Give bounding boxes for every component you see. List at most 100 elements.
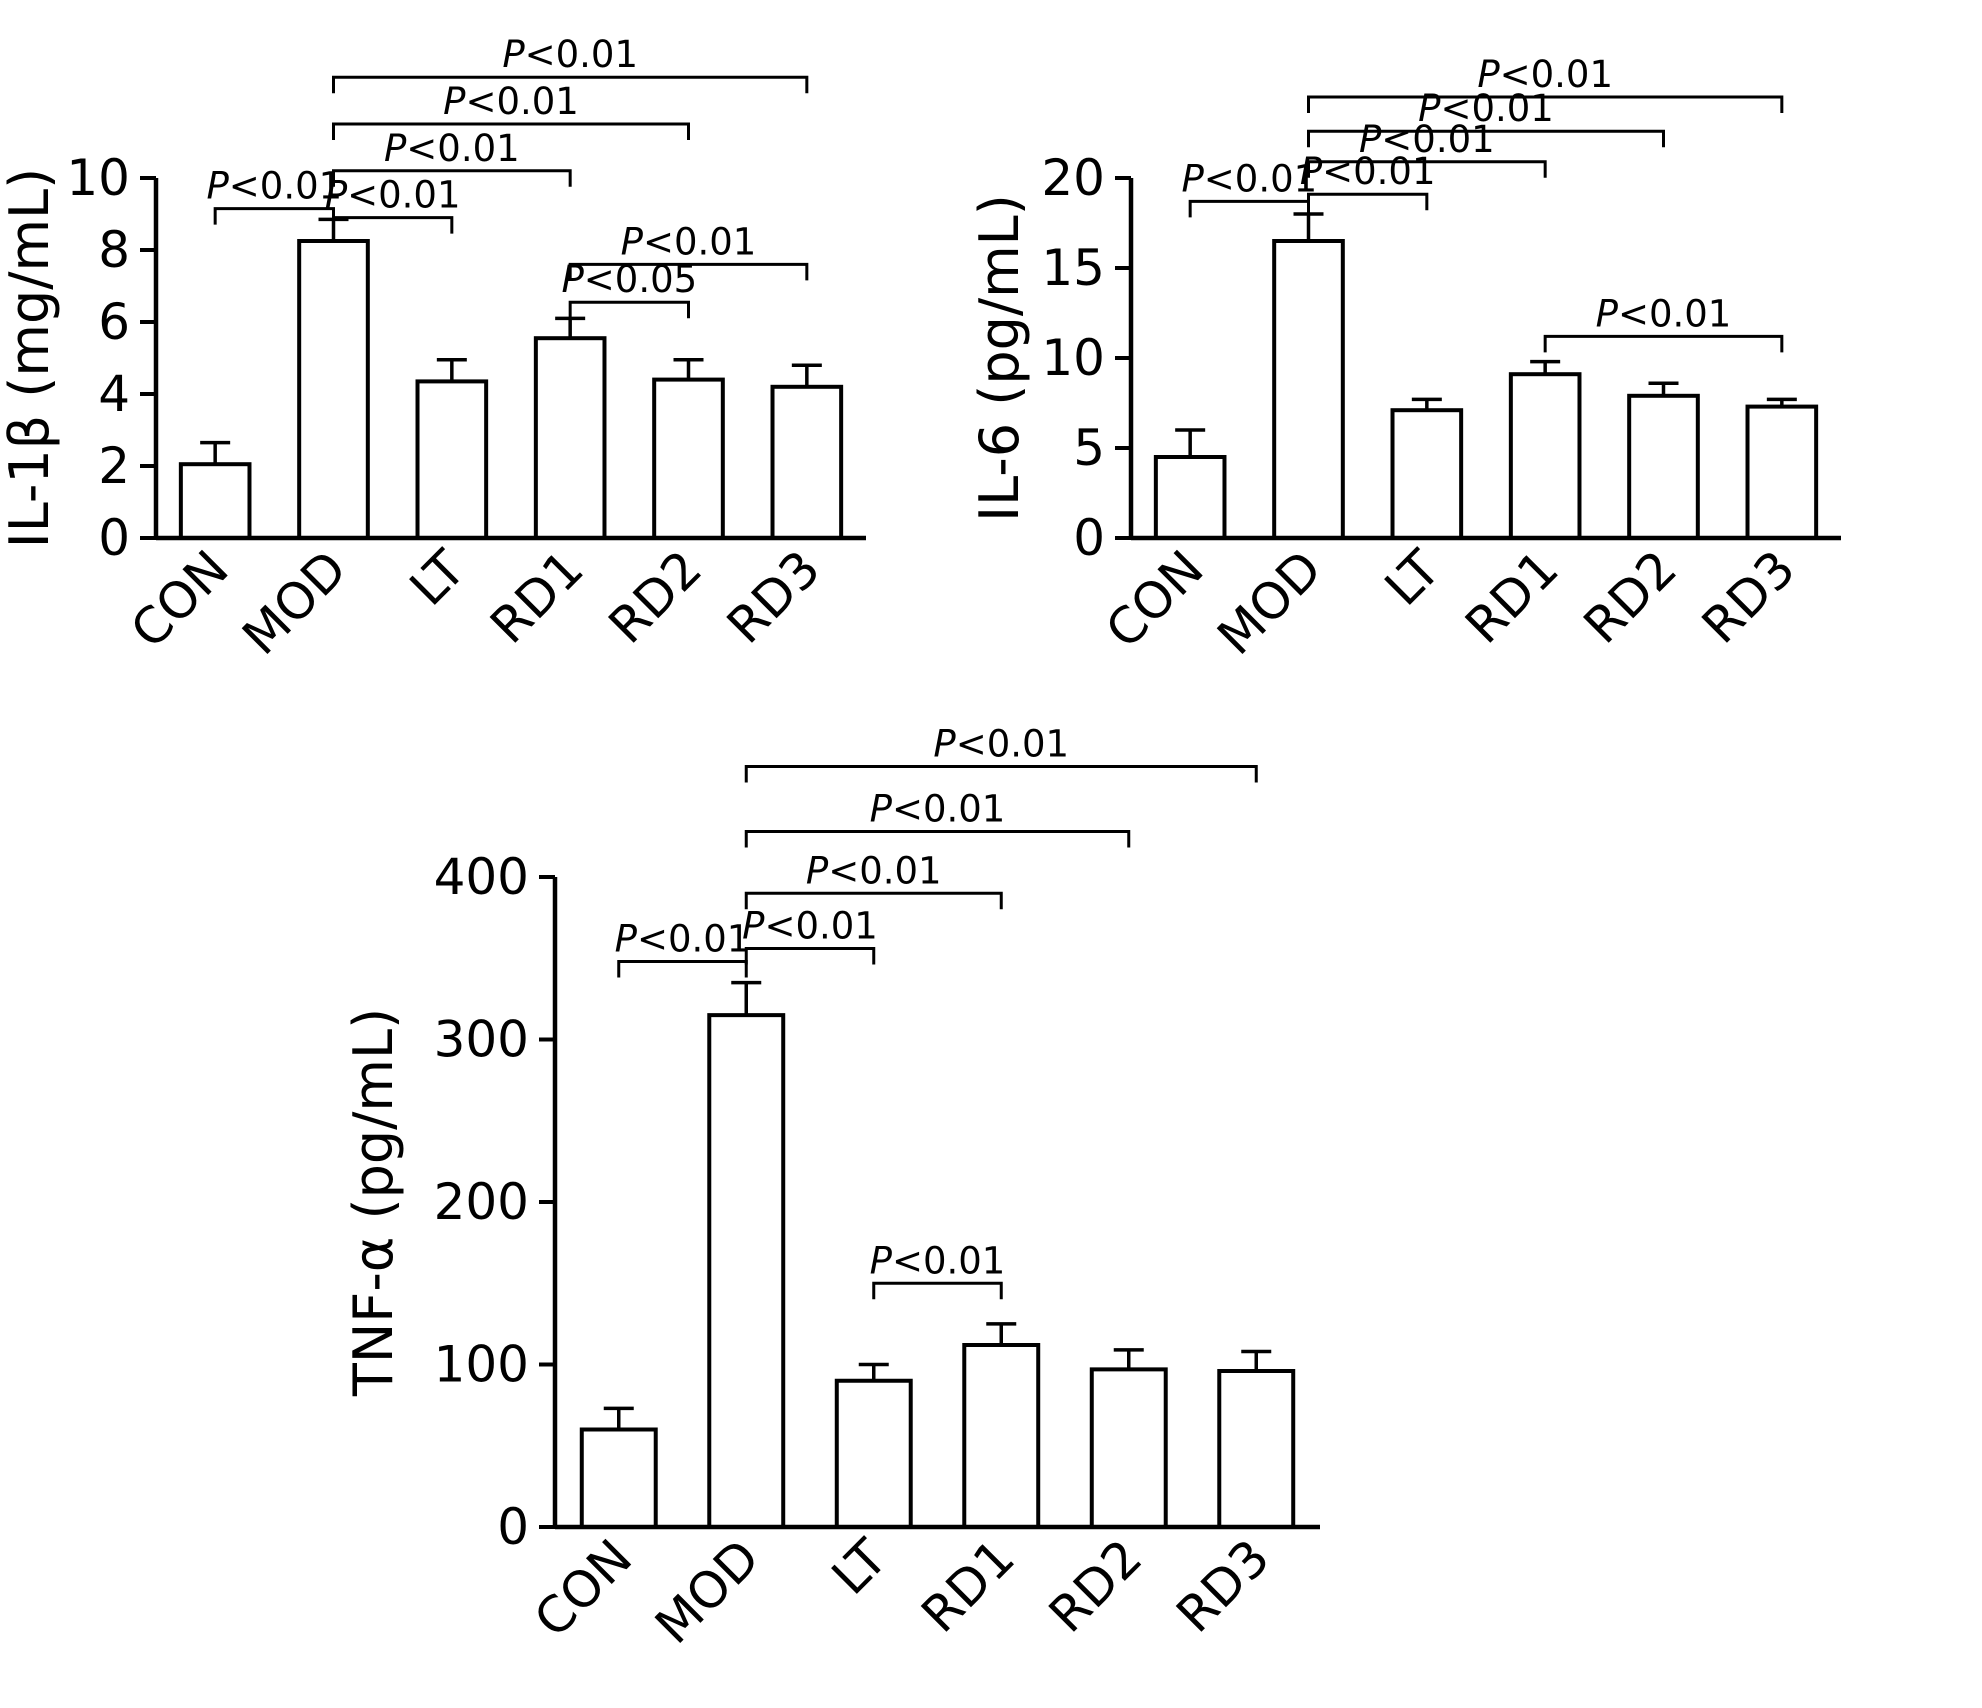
chart-il6-svg: P<0.01P<0.01P<0.01P<0.01P<0.01P<0.01CONM…	[968, 53, 1841, 666]
bar-RD3	[1745, 404, 1819, 540]
sig-bracket	[1307, 192, 1429, 211]
x-tick-label: LT	[1374, 539, 1452, 617]
sig-label: P<0.01	[206, 165, 342, 208]
x-tick-label: RD2	[598, 539, 713, 654]
y-tick-label: 20	[1041, 149, 1105, 207]
sig-bracket	[332, 75, 809, 94]
y-tick-label: 10	[1041, 329, 1105, 387]
bar-CON	[579, 1427, 658, 1529]
x-tick-label: MOD	[231, 539, 358, 666]
x-tick-label: CON	[120, 539, 240, 659]
y-tick-label: 300	[434, 1011, 529, 1069]
sig-bracket	[744, 891, 1003, 910]
sig-label: P<0.01	[870, 788, 1006, 831]
sig-label: P<0.01	[615, 918, 751, 961]
x-tick-label: RD1	[1454, 539, 1569, 654]
sig-bracket	[568, 262, 809, 281]
sig-label: P<0.01	[1418, 87, 1554, 130]
y-axis-label: IL-6 (pg/mL)	[968, 194, 1031, 522]
y-axis-label: TNF-α (pg/mL)	[342, 1008, 405, 1397]
bar-RD1	[962, 1343, 1041, 1529]
sig-bracket	[1307, 129, 1665, 148]
x-tick-label: LT	[821, 1528, 899, 1606]
sig-bracket	[1307, 160, 1547, 178]
bar-RD1	[533, 336, 607, 541]
y-tick-label: 6	[98, 293, 130, 351]
sig-bracket	[332, 122, 690, 140]
sig-label: P<0.01	[806, 849, 942, 892]
y-axis-label: IL-1β (mg/mL)	[6, 168, 61, 548]
bar-RD3	[770, 384, 844, 540]
y-tick-label: 10	[66, 149, 130, 207]
y-tick-label: 4	[98, 365, 130, 423]
x-tick-label: LT	[399, 539, 477, 617]
x-tick-label: CON	[523, 1528, 643, 1648]
sig-label: P<0.01	[1359, 118, 1495, 161]
y-tick-label: 0	[98, 509, 130, 567]
x-tick-label: RD2	[1573, 539, 1688, 654]
bar-CON	[178, 462, 252, 541]
sig-label: P<0.01	[443, 80, 579, 123]
sig-bracket	[568, 300, 690, 319]
sig-bracket	[744, 765, 1258, 783]
x-tick-label: RD3	[1165, 1528, 1280, 1643]
bar-RD2	[1089, 1367, 1168, 1529]
sig-bracket	[213, 207, 335, 225]
chart-il6: P<0.01 P<0.01 P<0.01 P<0.01 P<0.01 P<0.01 CON M…	[966, 8, 1956, 702]
sig-bracket	[332, 216, 454, 234]
sig-bracket	[1543, 334, 1784, 353]
sig-label: P<0.01	[742, 905, 878, 948]
sig-label: P<0.01	[621, 220, 757, 263]
bar-CON	[1153, 455, 1227, 540]
bar-RD3	[1217, 1369, 1296, 1529]
bar-RD2	[652, 377, 725, 540]
bar-MOD	[1272, 239, 1345, 540]
chart-il1b-svg: P<0.01P<0.01P<0.01P<0.01P<0.01P<0.05P<0.…	[0, 33, 866, 666]
bar-RD1	[1508, 372, 1582, 541]
bar-LT	[1390, 408, 1464, 541]
bar-RD2	[1627, 393, 1700, 540]
x-tick-label: MOD	[1206, 539, 1333, 666]
y-tick-label: 0	[497, 1498, 529, 1556]
y-tick-label: 15	[1041, 239, 1105, 297]
sig-label: P<0.01	[1477, 53, 1613, 96]
sig-bracket	[617, 960, 748, 978]
chart-il1b: P<0.01 P<0.01 P<0.01 P<0.01 P<0.01 P<0.05 P<0.…	[0, 8, 946, 702]
y-tick-label: 400	[434, 848, 529, 906]
bar-LT	[834, 1378, 913, 1529]
sig-bracket	[744, 947, 876, 965]
sig-label: P<0.01	[502, 33, 638, 76]
bar-MOD	[297, 239, 370, 540]
sig-bracket	[1307, 95, 1784, 113]
y-tick-label: 100	[434, 1336, 529, 1394]
y-tick-label: 0	[1073, 509, 1105, 567]
sig-bracket	[332, 169, 572, 187]
x-tick-label: RD2	[1038, 1528, 1153, 1643]
sig-label: P<0.01	[870, 1239, 1006, 1282]
sig-label: P<0.01	[933, 723, 1069, 766]
y-tick-label: 5	[1073, 419, 1105, 477]
sig-bracket	[1188, 199, 1310, 218]
sig-label: P<0.01	[384, 127, 520, 170]
sig-label: P<0.01	[325, 174, 461, 217]
x-tick-label: RD1	[479, 539, 594, 654]
top-row: P<0.01 P<0.01 P<0.01 P<0.01 P<0.01 P<0.05 P<0.…	[0, 8, 1982, 702]
x-tick-label: RD3	[716, 539, 831, 654]
y-tick-label: 200	[434, 1173, 529, 1231]
sig-bracket	[744, 830, 1131, 848]
sig-label: P<0.01	[1596, 292, 1732, 335]
sig-bracket	[872, 1281, 1003, 1300]
x-tick-label: CON	[1095, 539, 1215, 659]
x-tick-label: RD3	[1691, 539, 1806, 654]
bar-LT	[415, 379, 489, 540]
chart-tnfa: P<0.01 P<0.01 P<0.01 P<0.01 P<0.01 P<0.01 CON M…	[330, 702, 1982, 1706]
y-tick-label: 2	[98, 437, 130, 495]
x-tick-label: MOD	[644, 1528, 771, 1655]
sig-label: P<0.01	[1181, 157, 1317, 200]
bar-MOD	[707, 1013, 786, 1529]
y-tick-label: 8	[98, 221, 130, 279]
x-tick-label: RD1	[910, 1528, 1025, 1643]
bottom-row: P<0.01 P<0.01 P<0.01 P<0.01 P<0.01 P<0.01 CON M…	[0, 702, 1982, 1706]
